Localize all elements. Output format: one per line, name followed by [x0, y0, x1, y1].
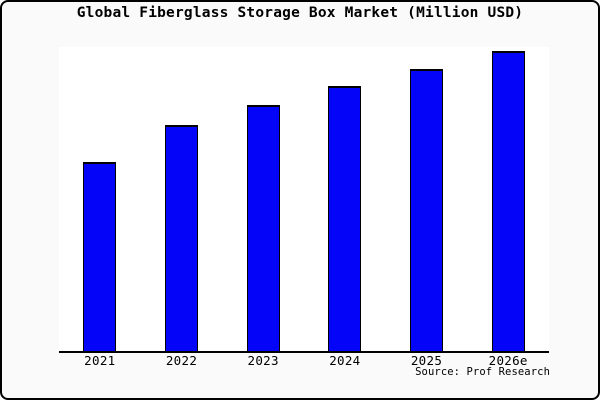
- plot-area: [59, 47, 549, 353]
- xaxis-labels-row: 2021 2022 2023 2024 2025 2026e: [59, 353, 549, 369]
- x-axis-label-2023: 2023: [247, 353, 279, 368]
- x-axis-label-2025: 2025: [410, 353, 443, 368]
- x-axis-label-2022: 2022: [165, 353, 198, 368]
- x-axis-label-2024: 2024: [329, 353, 361, 368]
- bar-slot-2021: [59, 47, 141, 351]
- bar-2021: [83, 162, 117, 351]
- bar-2023: [246, 105, 280, 351]
- bar-slot-2024: [304, 47, 386, 351]
- bar-slot-2025: [386, 47, 468, 351]
- bar-slot-2026e: [467, 47, 549, 351]
- bar-2022: [165, 125, 198, 351]
- bar-2024: [328, 86, 362, 351]
- bar-slot-2022: [141, 47, 223, 351]
- bar-2025: [410, 69, 444, 351]
- x-axis-label-2021: 2021: [84, 353, 116, 368]
- bars-row: [59, 47, 549, 351]
- source-label: Source: Prof Research: [415, 366, 550, 378]
- bar-2026e: [491, 51, 525, 351]
- x-axis-label-2026e: 2026e: [488, 353, 528, 368]
- bar-slot-2023: [222, 47, 304, 351]
- chart-title: Global Fiberglass Storage Box Market (Mi…: [76, 5, 524, 21]
